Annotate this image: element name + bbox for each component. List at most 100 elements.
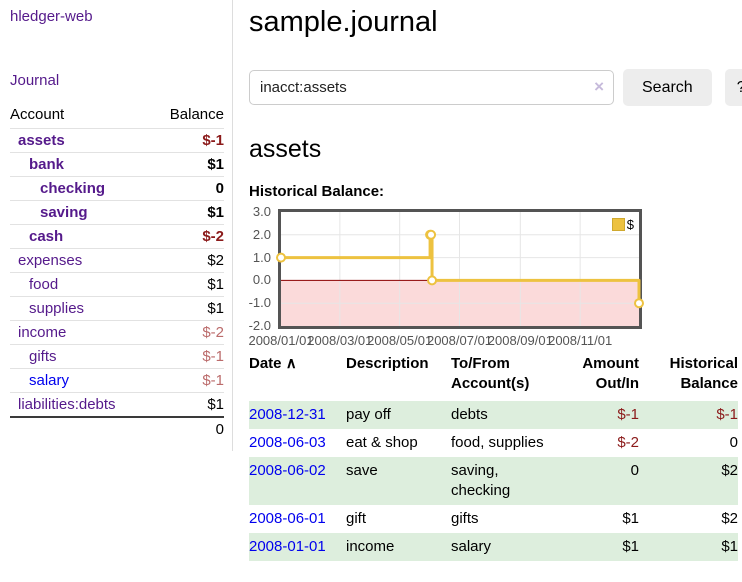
account-balance: $-1 xyxy=(151,128,224,153)
account-link[interactable]: saving xyxy=(40,204,88,221)
account-balance: $-2 xyxy=(151,320,224,345)
account-link[interactable]: assets xyxy=(18,132,65,149)
account-balance: 0 xyxy=(151,176,224,201)
y-axis-tick-label: 2.0 xyxy=(252,226,271,242)
transaction-date-link[interactable]: 2008-01-01 xyxy=(249,538,326,555)
account-row: income $-2 xyxy=(10,320,224,345)
transaction-amount: 0 xyxy=(630,462,639,479)
balance-column-header: Historical Balance xyxy=(669,355,738,392)
transaction-balance: $2 xyxy=(721,462,738,479)
date-column-header[interactable]: Date ∧ xyxy=(249,355,297,372)
page: hledger-web Journal Account Balance asse… xyxy=(0,0,742,569)
total-balance: 0 xyxy=(151,416,224,441)
help-button[interactable]: ? xyxy=(724,69,742,106)
account-row: assets $-1 xyxy=(10,128,224,153)
y-axis-tick-label: 0.0 xyxy=(252,272,271,288)
transaction-balance: $-1 xyxy=(716,406,738,423)
account-link[interactable]: food xyxy=(29,276,59,293)
register-row: 2008-06-01 gift gifts $1 $2 xyxy=(249,505,738,533)
search-input-wrap: × xyxy=(249,70,614,105)
transaction-accounts: saving, checking xyxy=(451,462,511,499)
search-button[interactable]: Search xyxy=(623,69,712,106)
account-heading: assets xyxy=(249,135,322,163)
data-point-marker xyxy=(634,298,644,309)
register-table: Date ∧ Description To/From Account(s) Am… xyxy=(249,351,738,561)
app-title-link[interactable]: hledger-web xyxy=(10,8,93,25)
transaction-accounts: food, supplies xyxy=(451,434,544,451)
x-axis-tick-label: 2008/09/01 xyxy=(487,333,553,348)
transaction-description: save xyxy=(346,462,378,479)
transaction-description: eat & shop xyxy=(346,434,418,451)
account-balance-table: Account Balance assets $-1 bank $1 checking 0… xyxy=(10,106,224,441)
main-content: sample.journal × Search ? assets Histori… xyxy=(233,0,742,569)
total-row: 0 xyxy=(10,416,224,441)
account-balance: $1 xyxy=(151,200,224,225)
x-axis-tick-label: 2008/01/01 xyxy=(248,333,314,348)
balance-column-header: Balance xyxy=(169,106,224,123)
y-axis-tick-label: 3.0 xyxy=(252,204,271,219)
legend-swatch-icon xyxy=(611,218,625,231)
sidebar: hledger-web Journal Account Balance asse… xyxy=(0,0,233,451)
account-balance: $-1 xyxy=(151,368,224,393)
transaction-date-link[interactable]: 2008-06-03 xyxy=(249,434,326,451)
description-column-header: Description xyxy=(346,355,429,372)
account-row: cash $-2 xyxy=(10,224,224,249)
transaction-description: pay off xyxy=(346,406,391,423)
y-axis-tick-label: 1.0 xyxy=(252,249,271,265)
transaction-accounts: debts xyxy=(451,406,488,423)
account-row: liabilities:debts $1 xyxy=(10,392,224,417)
account-link[interactable]: bank xyxy=(29,156,65,173)
register-row: 2008-06-03 eat & shop food, supplies $-2 0 xyxy=(249,429,738,457)
account-link[interactable]: gifts xyxy=(29,348,57,365)
register-row: 2008-12-31 pay off debts $-1 $-1 xyxy=(249,401,738,429)
transaction-balance: 0 xyxy=(729,434,738,451)
register-row: 2008-06-02 save saving, checking 0 $2 xyxy=(249,457,738,505)
chart-canvas xyxy=(276,212,644,326)
total-spacer xyxy=(10,416,152,441)
transaction-balance: $1 xyxy=(721,538,738,555)
search-form: × Search ? xyxy=(249,69,742,106)
sort-ascending-icon: ∧ xyxy=(285,355,297,372)
account-row: checking 0 xyxy=(10,176,224,201)
account-link[interactable]: liabilities:debts xyxy=(18,396,116,413)
data-point-marker xyxy=(276,252,286,263)
account-link[interactable]: income xyxy=(18,324,67,341)
register-row: 2008-01-01 income salary $1 $1 xyxy=(249,533,738,561)
account-link[interactable]: checking xyxy=(40,180,106,197)
account-row: saving $1 xyxy=(10,200,224,225)
account-balance: $-1 xyxy=(151,344,224,369)
account-balance: $2 xyxy=(151,248,224,273)
transaction-description: income xyxy=(346,538,395,555)
plot-area[interactable]: $ xyxy=(276,209,644,329)
sidebar-item-journal[interactable]: Journal xyxy=(10,72,60,89)
transaction-amount: $-1 xyxy=(617,406,639,423)
account-balance: $1 xyxy=(151,296,224,321)
transaction-amount: $-2 xyxy=(617,434,639,451)
account-link[interactable]: cash xyxy=(29,228,64,245)
account-link[interactable]: salary xyxy=(29,372,70,389)
data-point-marker xyxy=(427,275,438,286)
balance-chart: $ 3.0 2.0 1.0 0.0 -1.0 -2.0 2008/01/01 2008/03/… xyxy=(248,205,644,348)
clear-search-icon[interactable]: × xyxy=(594,77,604,96)
y-axis-tick-label: -1.0 xyxy=(248,295,271,311)
transaction-accounts: salary xyxy=(451,538,492,555)
register-header-row: Date ∧ Description To/From Account(s) Am… xyxy=(249,351,738,401)
x-axis-tick-label: 2008/03/01 xyxy=(307,333,373,348)
account-row: expenses $2 xyxy=(10,248,224,273)
account-balance: $1 xyxy=(151,272,224,297)
transaction-date-link[interactable]: 2008-06-02 xyxy=(249,462,326,479)
account-link[interactable]: supplies xyxy=(29,300,85,317)
transaction-amount: $1 xyxy=(622,510,639,527)
page-title: sample.journal xyxy=(249,6,438,38)
account-row: gifts $-1 xyxy=(10,344,224,369)
amount-column-header: Amount Out/In xyxy=(582,355,639,392)
search-input[interactable] xyxy=(249,70,614,105)
transaction-date-link[interactable]: 2008-06-01 xyxy=(249,510,326,527)
account-link[interactable]: expenses xyxy=(18,252,83,269)
transaction-accounts: gifts xyxy=(451,510,479,527)
transaction-description: gift xyxy=(346,510,367,527)
transaction-balance: $2 xyxy=(721,510,738,527)
account-row: bank $1 xyxy=(10,152,224,177)
transaction-date-link[interactable]: 2008-12-31 xyxy=(249,406,326,423)
accounts-column-header: To/From Account(s) xyxy=(451,355,530,392)
